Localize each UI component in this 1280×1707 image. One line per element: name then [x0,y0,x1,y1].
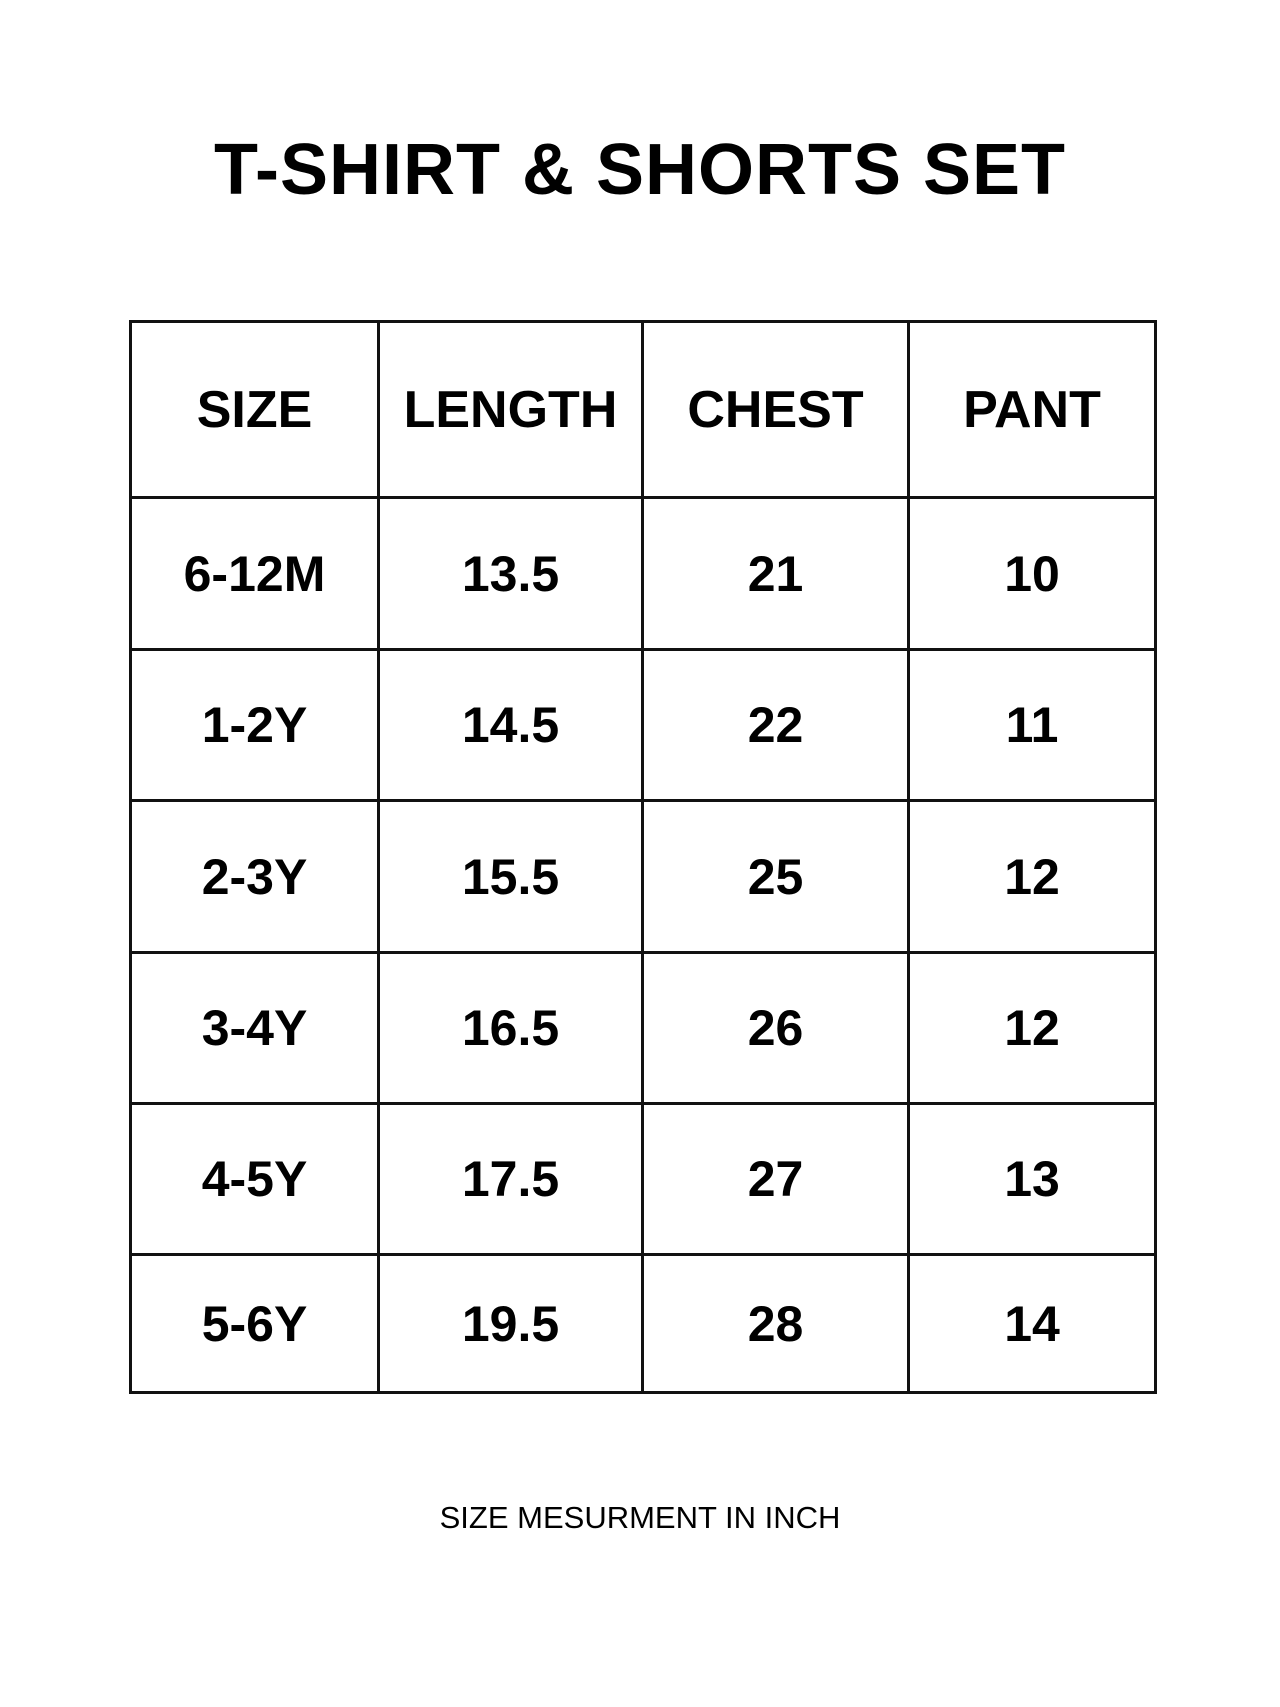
cell-chest: 28 [641,1253,910,1394]
table-row: 1-2Y 14.5 22 11 [129,648,1157,802]
table-header-row: SIZE LENGTH CHEST PANT [129,320,1157,499]
header-length: LENGTH [377,320,644,499]
cell-chest: 22 [641,648,910,802]
cell-length: 13.5 [377,496,644,651]
cell-pant: 12 [907,951,1157,1105]
header-pant: PANT [907,320,1157,499]
table-row: 5-6Y 19.5 28 14 [129,1253,1157,1394]
cell-pant: 11 [907,648,1157,802]
cell-chest: 26 [641,951,910,1105]
cell-length: 15.5 [377,799,644,954]
page-title: T-SHIRT & SHORTS SET [213,130,1067,210]
cell-length: 16.5 [377,951,644,1105]
cell-chest: 27 [641,1102,910,1256]
cell-pant: 12 [907,799,1157,954]
cell-size: 1-2Y [129,648,380,802]
table-row: 6-12M 13.5 21 10 [129,496,1157,651]
cell-length: 14.5 [377,648,644,802]
cell-pant: 10 [907,496,1157,651]
cell-pant: 14 [907,1253,1157,1394]
cell-length: 17.5 [377,1102,644,1256]
cell-size: 6-12M [129,496,380,651]
cell-size: 4-5Y [129,1102,380,1256]
cell-length: 19.5 [377,1253,644,1394]
table-row: 3-4Y 16.5 26 12 [129,951,1157,1105]
cell-size: 5-6Y [129,1253,380,1394]
header-size: SIZE [129,320,380,499]
size-chart-table: SIZE LENGTH CHEST PANT 6-12M 13.5 21 10 1-2Y… [129,320,1157,1394]
header-chest: CHEST [641,320,910,499]
measurement-note: SIZE MESURMENT IN INCH [439,1500,841,1535]
table-row: 4-5Y 17.5 27 13 [129,1102,1157,1256]
cell-pant: 13 [907,1102,1157,1256]
cell-size: 2-3Y [129,799,380,954]
cell-chest: 25 [641,799,910,954]
cell-size: 3-4Y [129,951,380,1105]
table-row: 2-3Y 15.5 25 12 [129,799,1157,954]
cell-chest: 21 [641,496,910,651]
